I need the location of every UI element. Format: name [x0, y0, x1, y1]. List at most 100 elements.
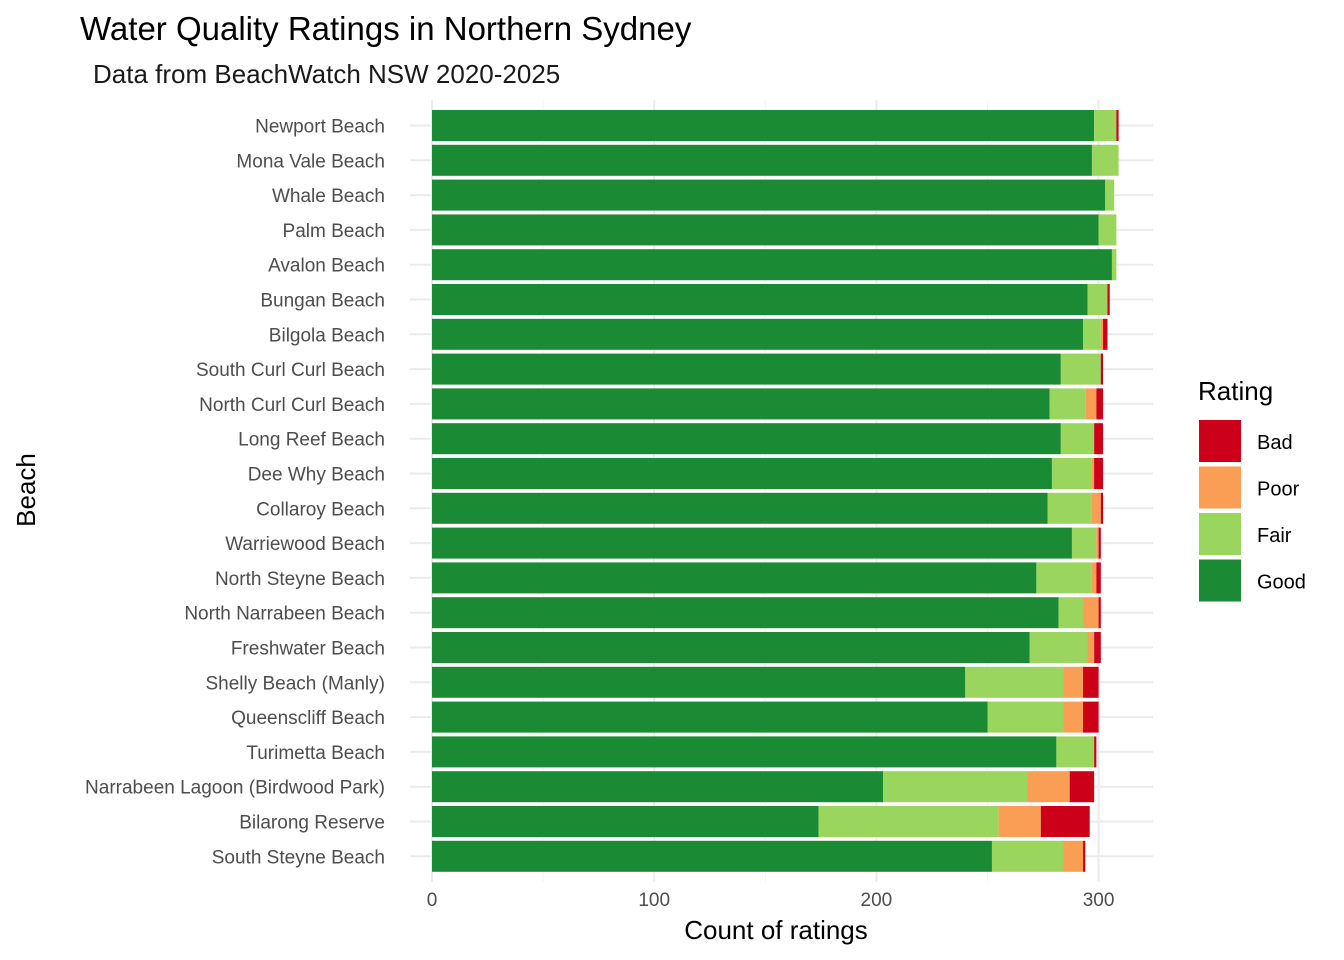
bar-collaroy-beach-fair [1047, 492, 1092, 524]
bar-avalon-beach-good [432, 249, 1112, 281]
legend-swatch-bad [1199, 420, 1241, 462]
y-tick-label-whale-beach: Whale Beach [272, 186, 385, 207]
bar-long-reef-beach-fair [1060, 423, 1095, 455]
bar-whale-beach-good [432, 179, 1106, 211]
bar-whale-beach-fair [1105, 179, 1115, 211]
bar-palm-beach-good [432, 214, 1099, 246]
bar-bilgola-beach-poor [1100, 318, 1104, 350]
bar-south-curl-curl-beach-bad [1100, 353, 1104, 385]
x-tick-label-300: 300 [1083, 890, 1115, 911]
y-tick-label-avalon-beach: Avalon Beach [268, 256, 385, 277]
bar-newport-beach-bad [1116, 110, 1119, 141]
legend: Rating Bad Poor Fair Good [1198, 376, 1306, 602]
bar-warriewood-beach-fair [1071, 527, 1097, 559]
bar-freshwater-beach-good [432, 632, 1030, 663]
y-tick-label-south-steyne-beach: South Steyne Beach [212, 847, 385, 868]
y-tick-label-bilgola-beach: Bilgola Beach [269, 325, 385, 346]
bar-queenscliff-beach-fair [987, 701, 1064, 733]
bar-north-steyne-beach-poor [1091, 562, 1097, 594]
y-tick-label-shelly-beach-manly: Shelly Beach (Manly) [205, 673, 385, 694]
legend-label-good: Good [1257, 572, 1306, 594]
bar-freshwater-beach-poor [1087, 632, 1095, 663]
bar-south-steyne-beach-fair [991, 840, 1064, 872]
bar-bilarong-reserve-bad [1040, 806, 1090, 837]
bar-bilarong-reserve-fair [818, 806, 999, 837]
bar-warriewood-beach-bad [1098, 527, 1101, 559]
bar-narrabeen-lagoon-birdwood-park-poor [1027, 771, 1070, 803]
bar-north-steyne-beach-good [432, 562, 1037, 594]
bar-shelly-beach-manly-fair [965, 666, 1064, 698]
bar-turimetta-beach-fair [1056, 736, 1095, 768]
bar-north-narrabeen-beach-poor [1083, 597, 1099, 629]
bar-bilgola-beach-fair [1083, 318, 1101, 350]
legend-swatch-good [1199, 559, 1241, 602]
bar-queenscliff-beach-good [432, 701, 988, 733]
y-tick-label-dee-why-beach: Dee Why Beach [248, 465, 385, 486]
bar-warriewood-beach-poor [1096, 527, 1099, 559]
y-tick-label-narrabeen-lagoon-birdwood-park: Narrabeen Lagoon (Birdwood Park) [85, 778, 385, 799]
legend-title: Rating [1198, 376, 1273, 406]
bar-bilarong-reserve-good [432, 806, 819, 837]
y-tick-label-collaroy-beach: Collaroy Beach [256, 499, 385, 520]
bar-north-narrabeen-beach-bad [1098, 597, 1101, 629]
bar-south-steyne-beach-poor [1063, 840, 1084, 872]
bar-north-curl-curl-beach-good [432, 388, 1050, 420]
bar-collaroy-beach-good [432, 492, 1048, 524]
bar-bungan-beach-bad [1107, 284, 1110, 315]
bar-dee-why-beach-fair [1051, 458, 1092, 489]
y-tick-label-south-curl-curl-beach: South Curl Curl Beach [196, 360, 385, 381]
legend-label-fair: Fair [1257, 525, 1292, 547]
bar-long-reef-beach-bad [1094, 423, 1104, 455]
x-tick-label-100: 100 [638, 890, 670, 911]
bar-south-steyne-beach-bad [1083, 840, 1086, 872]
bar-bilarong-reserve-poor [998, 806, 1041, 837]
bar-narrabeen-lagoon-birdwood-park-fair [883, 771, 1028, 803]
bar-newport-beach-fair [1094, 110, 1117, 141]
y-tick-label-mona-vale-beach: Mona Vale Beach [236, 151, 385, 172]
y-tick-label-turimetta-beach: Turimetta Beach [246, 743, 385, 764]
bar-north-narrabeen-beach-fair [1058, 597, 1084, 629]
bars [432, 110, 1119, 872]
bar-avalon-beach-fair [1111, 249, 1117, 281]
legend-swatch-poor [1199, 466, 1241, 509]
bar-queenscliff-beach-bad [1083, 701, 1099, 733]
chart-subtitle: Data from BeachWatch NSW 2020-2025 [93, 59, 560, 89]
x-tick-labels: 0 100 200 300 [427, 890, 1115, 911]
bar-bilgola-beach-good [432, 318, 1084, 350]
bar-dee-why-beach-good [432, 458, 1052, 489]
bar-shelly-beach-manly-poor [1063, 666, 1084, 698]
bar-bungan-beach-fair [1087, 284, 1108, 315]
bar-bilgola-beach-bad [1103, 318, 1108, 350]
bar-shelly-beach-manly-good [432, 666, 966, 698]
y-tick-label-bilarong-reserve: Bilarong Reserve [239, 813, 385, 834]
bar-mona-vale-beach-fair [1091, 144, 1119, 176]
bar-turimetta-beach-bad [1094, 736, 1097, 768]
bar-mona-vale-beach-good [432, 144, 1092, 176]
bar-north-curl-curl-beach-bad [1096, 388, 1104, 420]
bar-narrabeen-lagoon-birdwood-park-good [432, 771, 884, 803]
bar-south-curl-curl-beach-good [432, 353, 1061, 385]
bar-north-steyne-beach-bad [1096, 562, 1101, 594]
bar-bungan-beach-good [432, 284, 1088, 315]
bar-warriewood-beach-good [432, 527, 1072, 559]
y-tick-label-north-curl-curl-beach: North Curl Curl Beach [199, 395, 385, 416]
bar-shelly-beach-manly-bad [1083, 666, 1099, 698]
bar-north-narrabeen-beach-good [432, 597, 1059, 629]
bar-newport-beach-good [432, 110, 1095, 141]
y-tick-label-north-narrabeen-beach: North Narrabeen Beach [184, 604, 385, 625]
x-tick-label-0: 0 [427, 890, 438, 911]
legend-label-poor: Poor [1257, 479, 1300, 501]
bar-dee-why-beach-poor [1091, 458, 1095, 489]
bar-collaroy-beach-bad [1100, 492, 1104, 524]
bar-queenscliff-beach-poor [1063, 701, 1084, 733]
y-tick-label-bungan-beach: Bungan Beach [260, 291, 385, 312]
y-tick-label-freshwater-beach: Freshwater Beach [231, 639, 385, 660]
chart-title: Water Quality Ratings in Northern Sydney [80, 10, 692, 47]
bar-narrabeen-lagoon-birdwood-park-bad [1069, 771, 1095, 803]
bar-collaroy-beach-poor [1091, 492, 1101, 524]
y-tick-label-newport-beach: Newport Beach [255, 117, 385, 138]
y-tick-label-queenscliff-beach: Queenscliff Beach [231, 708, 385, 729]
bar-north-curl-curl-beach-poor [1085, 388, 1097, 420]
